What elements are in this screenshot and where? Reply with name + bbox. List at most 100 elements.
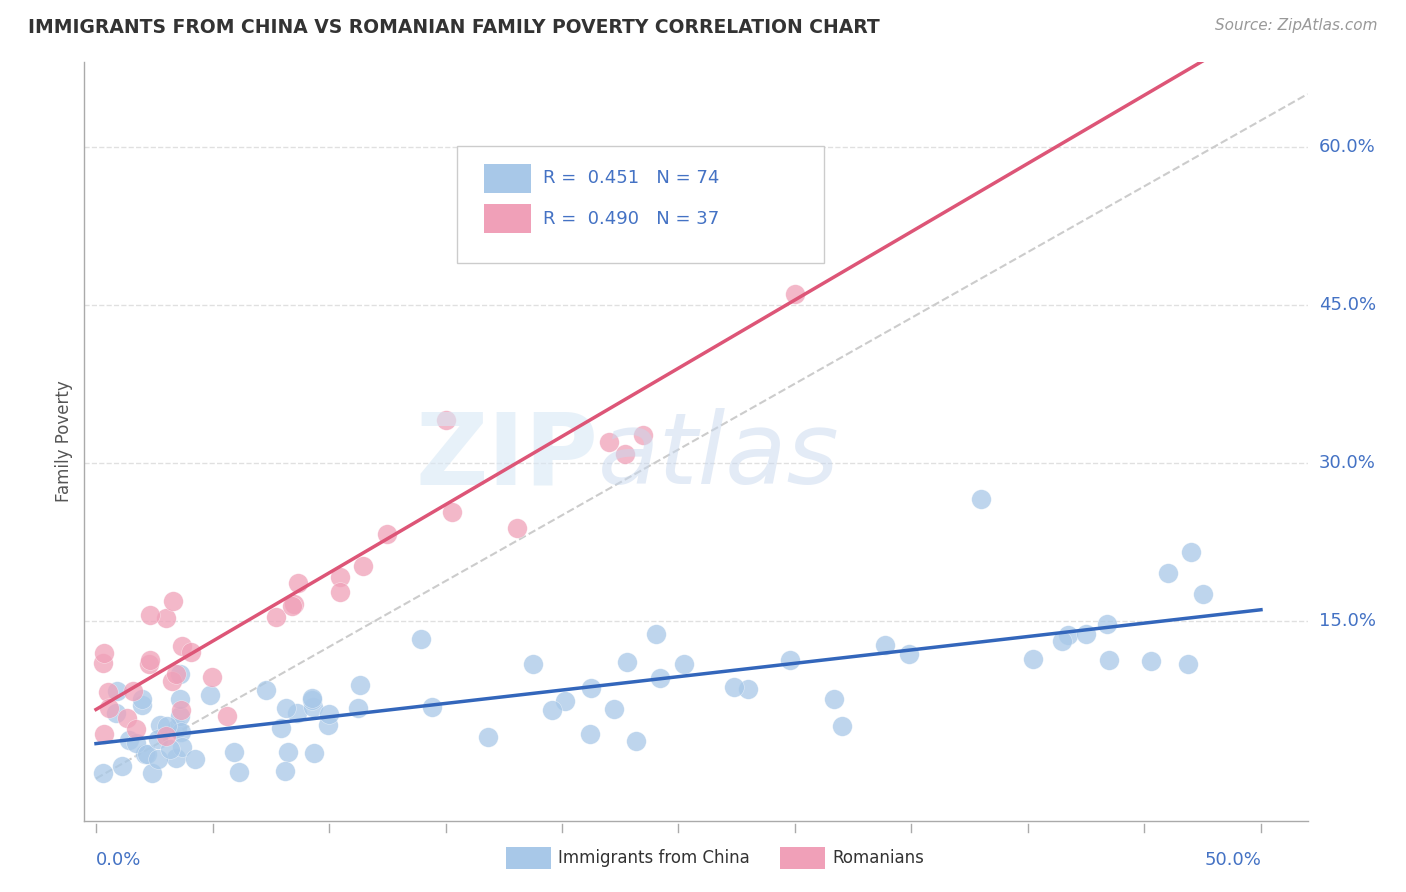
Point — [165, 751, 187, 765]
Point — [122, 683, 145, 698]
Point — [93, 646, 115, 660]
Point — [375, 526, 398, 541]
Point — [105, 706, 128, 721]
Point — [274, 764, 297, 779]
Text: 15.0%: 15.0% — [1319, 612, 1375, 630]
Point — [434, 413, 457, 427]
Text: 0.0%: 0.0% — [96, 851, 142, 869]
Text: IMMIGRANTS FROM CHINA VS ROMANIAN FAMILY POVERTY CORRELATION CHART: IMMIGRANTS FROM CHINA VS ROMANIAN FAMILY… — [28, 18, 880, 37]
Point — [1095, 616, 1118, 631]
Point — [254, 683, 277, 698]
Point — [737, 681, 759, 696]
Point — [302, 699, 325, 714]
Point — [159, 742, 181, 756]
Point — [1057, 628, 1080, 642]
Point — [170, 739, 193, 754]
Point — [645, 627, 668, 641]
Point — [136, 747, 159, 761]
FancyBboxPatch shape — [457, 145, 824, 263]
Point — [554, 694, 576, 708]
Point — [228, 765, 250, 780]
Point — [149, 718, 172, 732]
Point — [155, 611, 177, 625]
Text: R =  0.490   N = 37: R = 0.490 N = 37 — [543, 210, 720, 227]
Point — [91, 766, 114, 780]
Point — [138, 608, 160, 623]
Point — [160, 674, 183, 689]
Point — [111, 758, 134, 772]
Point — [184, 752, 207, 766]
Point — [329, 585, 352, 599]
Point — [170, 725, 193, 739]
Point — [200, 689, 222, 703]
Point — [831, 719, 853, 733]
Point — [352, 559, 374, 574]
Point — [180, 644, 202, 658]
Point — [93, 727, 115, 741]
Point — [139, 653, 162, 667]
Point — [779, 653, 801, 667]
Point — [631, 428, 654, 442]
Point — [166, 721, 188, 735]
Point — [169, 709, 191, 723]
Point — [124, 722, 146, 736]
Point — [285, 706, 308, 721]
Point — [329, 570, 352, 584]
Point — [1140, 654, 1163, 668]
Point — [603, 702, 626, 716]
Point — [302, 746, 325, 760]
Point — [613, 447, 636, 461]
Point — [422, 699, 444, 714]
Point — [266, 610, 288, 624]
Point — [409, 632, 432, 646]
Point — [155, 730, 177, 744]
Point — [1022, 652, 1045, 666]
Point — [318, 707, 340, 722]
Point — [215, 709, 238, 723]
Point — [347, 701, 370, 715]
Point — [1157, 566, 1180, 581]
Point — [131, 698, 153, 712]
Point — [1098, 653, 1121, 667]
Point — [162, 593, 184, 607]
Point — [505, 224, 527, 238]
Text: 50.0%: 50.0% — [1204, 851, 1261, 869]
Point — [316, 718, 339, 732]
Point — [1192, 587, 1215, 601]
Point — [169, 666, 191, 681]
Point — [134, 747, 156, 761]
Point — [441, 505, 464, 519]
Point — [875, 638, 897, 652]
Point — [598, 434, 620, 449]
Text: 30.0%: 30.0% — [1319, 454, 1375, 472]
Point — [581, 681, 603, 696]
Text: R =  0.451   N = 74: R = 0.451 N = 74 — [543, 169, 720, 187]
Point — [131, 692, 153, 706]
Point — [1180, 545, 1202, 559]
Point — [222, 746, 245, 760]
Text: Immigrants from China: Immigrants from China — [558, 849, 749, 867]
Point — [276, 701, 298, 715]
Point — [125, 736, 148, 750]
Point — [648, 671, 671, 685]
Point — [579, 727, 602, 741]
Point — [170, 703, 193, 717]
Point — [723, 681, 745, 695]
Point — [117, 710, 139, 724]
Point — [783, 287, 806, 301]
Y-axis label: Family Poverty: Family Poverty — [55, 381, 73, 502]
Point — [277, 746, 299, 760]
FancyBboxPatch shape — [484, 164, 531, 193]
Point — [93, 656, 115, 670]
Point — [1050, 633, 1073, 648]
Text: atlas: atlas — [598, 409, 839, 505]
Point — [1076, 627, 1098, 641]
Point — [169, 691, 191, 706]
Point — [522, 657, 544, 672]
FancyBboxPatch shape — [484, 204, 531, 233]
Point — [172, 639, 194, 653]
Point — [349, 678, 371, 692]
Point — [1177, 657, 1199, 671]
Text: ZIP: ZIP — [415, 409, 598, 505]
Point — [141, 766, 163, 780]
